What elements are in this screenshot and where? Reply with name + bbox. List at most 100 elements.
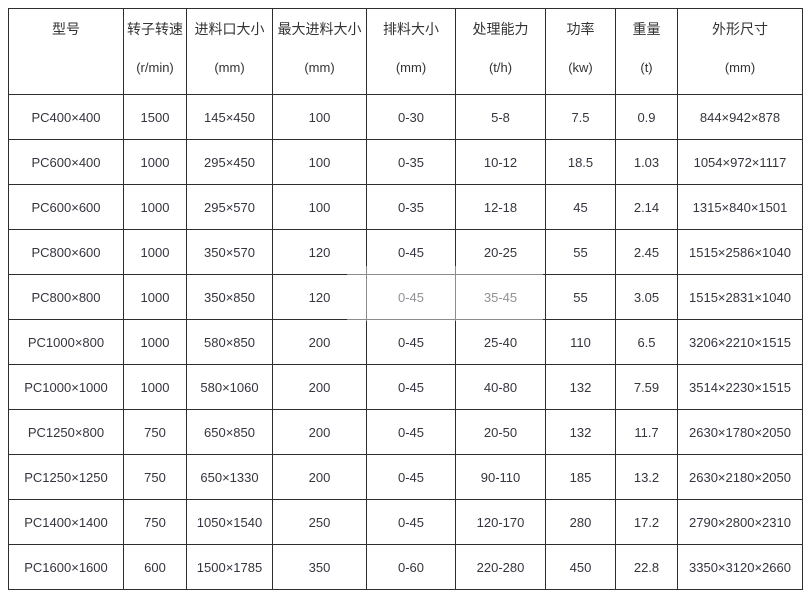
table-cell: 450 [545,544,616,590]
table-cell: 12-18 [455,184,546,230]
table-cell: 1000 [123,184,187,230]
table-cell: 100 [272,94,367,140]
model-cell: PC1600×1600 [8,544,124,590]
table-cell: 100 [272,184,367,230]
table-cell: 1000 [123,319,187,365]
table-row: PC800×800 1000 350×850 120 0-45 35-45 55 3.05 15… [8,274,803,320]
model-cell: PC600×400 [8,139,124,185]
column-header: 转子转速 (r/min) [123,8,187,95]
column-header: 外形尺寸 (mm) [677,8,803,95]
table-cell: 1054×972×1117 [677,139,803,185]
table-cell: 295×450 [186,139,273,185]
column-unit: (mm) [724,60,756,75]
table-cell: 10-12 [455,139,546,185]
table-cell: 120 [272,229,367,275]
table-cell: 100 [272,139,367,185]
table-cell: 580×850 [186,319,273,365]
column-header: 重量 (t) [615,8,678,95]
table-cell: 1515×2586×1040 [677,229,803,275]
table-row: PC1250×800 750 650×850 200 0-45 20-50 132 11.7 2… [8,409,803,455]
column-label: 外形尺寸 [712,21,768,37]
table-cell: 132 [545,364,616,410]
table-cell: 2630×2180×2050 [677,454,803,500]
table-cell: 350×850 [186,274,273,320]
table-cell: 0-30 [366,94,456,140]
model-cell: PC400×400 [8,94,124,140]
model-cell: PC1250×800 [8,409,124,455]
table-row: PC600×400 1000 295×450 100 0-35 10-12 18.5 1.03… [8,139,803,185]
table-cell: 185 [545,454,616,500]
table-row: PC1600×1600 600 1500×1785 350 0-60 220-280 450… [8,544,803,590]
column-label: 转子转速 [127,21,183,37]
table-cell: 2630×1780×2050 [677,409,803,455]
table-cell: 35-45 [455,274,546,320]
column-unit: (mm) [304,60,335,75]
table-cell: 7.59 [615,364,678,410]
model-cell: PC600×600 [8,184,124,230]
model-cell: PC1400×1400 [8,499,124,545]
column-label: 重量 [632,21,661,37]
table-cell: 1000 [123,274,187,320]
table-cell: 2.14 [615,184,678,230]
column-header: 处理能力 (t/h) [455,8,546,95]
table-cell: 1500×1785 [186,544,273,590]
table-row: PC1250×1250 750 650×1330 200 0-45 90-110 185 13… [8,454,803,500]
table-cell: 11.7 [615,409,678,455]
column-header: 排料大小 (mm) [366,8,456,95]
table-cell: 295×570 [186,184,273,230]
table-cell: 1.03 [615,139,678,185]
table-cell: 200 [272,409,367,455]
column-unit: (t) [640,60,653,75]
table-cell: 132 [545,409,616,455]
model-cell: PC800×600 [8,229,124,275]
table-cell: 220-280 [455,544,546,590]
table-cell: 2.45 [615,229,678,275]
table-body: PC400×400 1500 145×450 100 0-30 5-8 7.5 0.9 844×… [8,94,803,590]
table-cell: 120-170 [455,499,546,545]
table-cell: 3350×3120×2660 [677,544,803,590]
table-cell: 55 [545,229,616,275]
table-row: PC1400×1400 750 1050×1540 250 0-45 120-170 280… [8,499,803,545]
table-cell: 1500 [123,94,187,140]
column-unit: (r/min) [136,60,174,75]
table-cell: 1315×840×1501 [677,184,803,230]
column-header: 功率 (kw) [545,8,616,95]
table-cell: 200 [272,364,367,410]
table-cell: 20-25 [455,229,546,275]
table-cell: 0-45 [366,319,456,365]
column-label: 处理能力 [472,21,529,37]
table-cell: 0-60 [366,544,456,590]
table-row: PC400×400 1500 145×450 100 0-30 5-8 7.5 0.9 844×… [8,94,803,140]
table-cell: 1000 [123,139,187,185]
table-cell: 200 [272,454,367,500]
header-row: 型号 转子转速 (r/min) 进料口大小 (mm) 最大进料大小 (mm) 排料大小 (mm)… [8,8,803,95]
table-cell: 3206×2210×1515 [677,319,803,365]
column-label: 进料口大小 [194,21,265,37]
table-cell: 0-45 [366,364,456,410]
table-cell: 1000 [123,229,187,275]
table-cell: 280 [545,499,616,545]
table-cell: 120 [272,274,367,320]
column-unit: (t/h) [488,60,513,75]
table-cell: 200 [272,319,367,365]
table-cell: 22.8 [615,544,678,590]
column-unit: (mm) [214,60,245,75]
table-cell: 0.9 [615,94,678,140]
model-cell: PC800×800 [8,274,124,320]
table-cell: 0-35 [366,184,456,230]
table-cell: 145×450 [186,94,273,140]
table-cell: 750 [123,409,187,455]
column-header: 型号 [8,8,124,95]
column-label: 最大进料大小 [277,21,362,37]
table-cell: 6.5 [615,319,678,365]
table-cell: 350×570 [186,229,273,275]
table-cell: 750 [123,499,187,545]
model-cell: PC1250×1250 [8,454,124,500]
table-row: PC800×600 1000 350×570 120 0-45 20-25 55 2.45 15… [8,229,803,275]
table-row: PC600×600 1000 295×570 100 0-35 12-18 45 2.14 13… [8,184,803,230]
table-cell: 250 [272,499,367,545]
column-header: 最大进料大小 (mm) [272,8,367,95]
table-cell: 55 [545,274,616,320]
column-label: 型号 [52,21,80,37]
